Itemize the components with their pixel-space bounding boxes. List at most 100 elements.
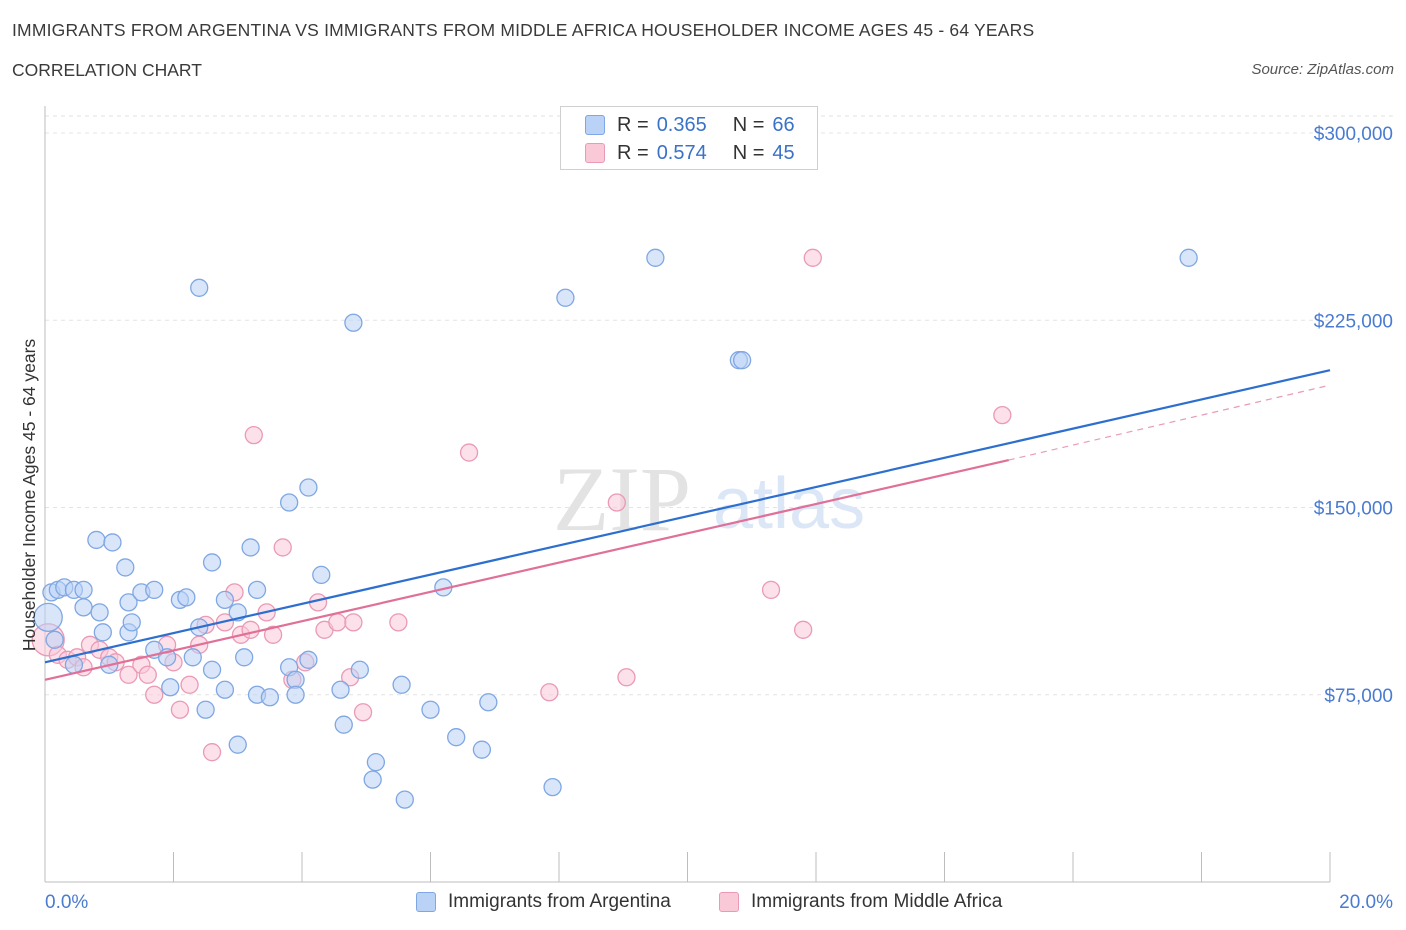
pink-point: [993, 405, 1012, 425]
pink-point: [180, 675, 199, 694]
pink-series-points: [31, 248, 1012, 762]
legend-swatch-pink: [585, 143, 605, 163]
legend-swatch-blue: [585, 115, 605, 135]
chart-subtitle: CORRELATION CHART: [12, 60, 202, 80]
blue-point: [312, 565, 331, 585]
blue-point: [556, 288, 575, 307]
blue-point: [241, 538, 260, 557]
chart-title: IMMIGRANTS FROM ARGENTINA VS IMMIGRANTS …: [12, 20, 1035, 40]
blue-point: [363, 770, 382, 789]
grid-lines: [45, 115, 1395, 696]
blue-point: [87, 530, 106, 550]
blue-point: [183, 648, 202, 667]
tick-labels: $75,000 $150,000 $225,000 $300,000 0.0% 20.0%: [45, 124, 1393, 913]
blue-point: [161, 678, 180, 697]
blue-point: [646, 248, 665, 267]
blue-point: [334, 715, 353, 734]
legend-n-label: N =: [732, 113, 765, 136]
blue-point: [45, 630, 64, 649]
blue-point: [279, 493, 299, 512]
blue-point: [235, 648, 254, 667]
pink-point: [540, 683, 559, 702]
blue-point: [33, 602, 63, 633]
legend-pink-n: 45: [772, 141, 795, 164]
blue-point: [145, 580, 164, 600]
pink-point: [273, 538, 292, 557]
bottom-legend-pink: Immigrants from Middle Africa: [719, 889, 1002, 915]
legend-r-label: R =: [617, 113, 649, 136]
bottom-legend-swatch-blue: [416, 892, 436, 912]
blue-point: [350, 660, 369, 679]
x-tick-label: 20.0%: [1339, 892, 1393, 913]
pink-point: [328, 613, 347, 632]
pink-point: [459, 443, 479, 462]
blue-point: [543, 777, 562, 797]
x-tick-label: 0.0%: [45, 892, 88, 913]
blue-point: [215, 680, 235, 699]
blue-point: [366, 753, 386, 772]
pink-point: [353, 703, 373, 722]
pink-point: [263, 625, 283, 644]
blue-trend-line: [44, 369, 1331, 664]
blue-point: [202, 660, 222, 679]
pink-point: [607, 493, 626, 512]
blue-point: [215, 590, 235, 610]
blue-point: [472, 740, 492, 759]
blue-point: [103, 533, 122, 552]
blue-point: [177, 588, 196, 607]
blue-point: [119, 593, 138, 612]
watermark-atlas: atlas: [713, 464, 865, 544]
blue-point: [116, 558, 135, 577]
blue-point: [299, 478, 318, 497]
blue-point: [392, 675, 411, 694]
blue-point: [421, 700, 440, 719]
y-tick-label: $225,000: [1314, 311, 1393, 332]
stats-legend: R = 0.365 N = 66 R = 0.574 N = 45: [560, 106, 818, 170]
pink-trend-line: [44, 458, 1009, 681]
blue-point: [228, 735, 247, 754]
legend-pink-r: 0.574: [656, 141, 707, 164]
blue-point: [74, 580, 93, 600]
pink-point: [617, 668, 636, 687]
pink-point: [803, 248, 822, 267]
axes: [44, 106, 1331, 883]
blue-point: [395, 790, 414, 809]
trend-lines: [44, 369, 1331, 681]
legend-row-blue: R = 0.365 N = 66: [585, 112, 795, 138]
blue-point: [74, 598, 93, 617]
pink-point: [145, 685, 164, 704]
blue-series-points: [33, 248, 1198, 809]
legend-blue-n: 66: [772, 113, 795, 136]
pink-trend-extension: [1008, 384, 1331, 461]
pink-point: [119, 665, 138, 684]
pink-point: [244, 425, 263, 445]
blue-point: [90, 603, 109, 622]
bottom-legend-blue: Immigrants from Argentina: [416, 889, 671, 915]
blue-point: [732, 351, 752, 370]
blue-point: [447, 728, 466, 747]
pink-point: [344, 613, 363, 632]
blue-point: [331, 680, 350, 699]
pink-point: [389, 613, 408, 632]
legend-blue-r: 0.365: [656, 113, 707, 136]
pink-point: [761, 580, 781, 600]
bottom-legend-swatch-pink: [719, 892, 739, 912]
blue-point: [202, 553, 222, 572]
source-label: Source: ZipAtlas.com: [1251, 61, 1394, 78]
blue-point: [260, 688, 280, 707]
y-tick-label: $75,000: [1324, 686, 1393, 707]
legend-r-label: R =: [617, 141, 649, 164]
blue-point: [299, 650, 318, 669]
y-tick-label: $300,000: [1314, 124, 1393, 145]
y-tick-label: $150,000: [1314, 499, 1393, 520]
pink-point: [202, 743, 222, 762]
pink-point: [241, 620, 260, 639]
bottom-legend-label-blue: Immigrants from Argentina: [448, 891, 671, 912]
y-axis-label: Householder Income Ages 45 - 64 years: [19, 339, 39, 652]
legend-n-label: N =: [732, 141, 765, 164]
pink-point: [138, 665, 157, 684]
blue-point: [122, 613, 141, 632]
blue-point: [479, 693, 498, 712]
blue-point: [196, 700, 215, 719]
